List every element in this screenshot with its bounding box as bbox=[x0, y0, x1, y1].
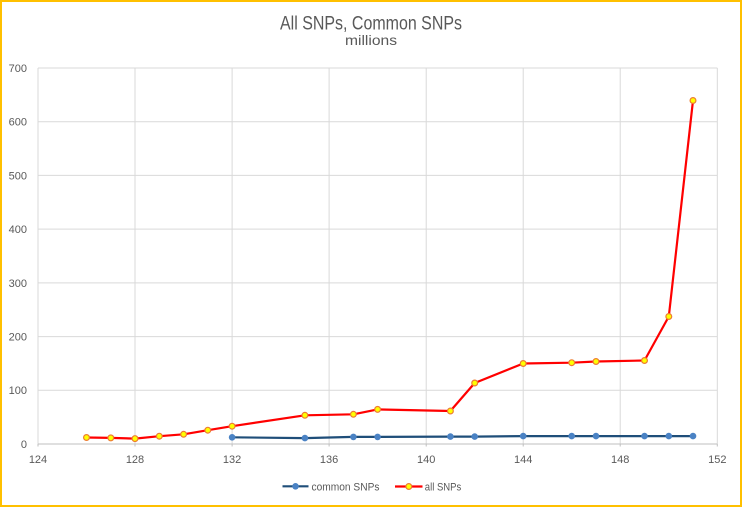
svg-text:common SNPs: common SNPs bbox=[312, 481, 380, 493]
svg-text:124: 124 bbox=[29, 454, 47, 466]
svg-text:400: 400 bbox=[9, 224, 27, 236]
svg-text:152: 152 bbox=[708, 454, 726, 466]
svg-text:136: 136 bbox=[320, 454, 338, 466]
svg-text:300: 300 bbox=[9, 278, 27, 290]
svg-text:128: 128 bbox=[126, 454, 144, 466]
svg-text:600: 600 bbox=[9, 117, 27, 129]
svg-text:140: 140 bbox=[417, 454, 435, 466]
svg-text:132: 132 bbox=[223, 454, 241, 466]
svg-text:100: 100 bbox=[9, 385, 27, 397]
svg-text:All SNPs, Common SNPs: All SNPs, Common SNPs bbox=[280, 13, 462, 35]
svg-text:0: 0 bbox=[21, 439, 27, 451]
svg-text:all SNPs: all SNPs bbox=[425, 481, 462, 493]
svg-text:200: 200 bbox=[9, 332, 27, 344]
svg-text:500: 500 bbox=[9, 170, 27, 182]
svg-text:millions: millions bbox=[345, 32, 397, 48]
svg-text:700: 700 bbox=[9, 63, 27, 75]
svg-text:144: 144 bbox=[514, 454, 532, 466]
svg-text:148: 148 bbox=[611, 454, 629, 466]
